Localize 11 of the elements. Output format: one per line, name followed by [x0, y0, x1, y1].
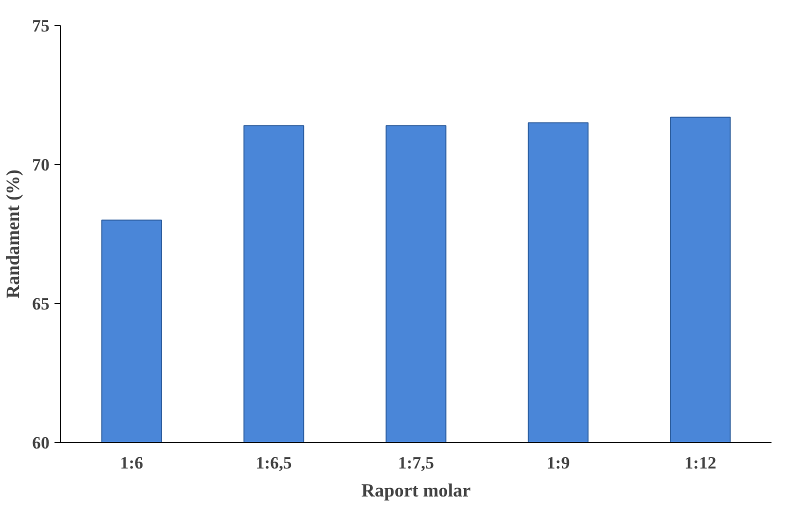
x-tick-label: 1:12	[684, 454, 716, 472]
x-tick-label: 1:6,5	[256, 454, 292, 472]
x-tick-label: 1:6	[120, 454, 144, 472]
y-axis-title: Randament (%)	[3, 169, 24, 299]
x-tick-label: 1:9	[546, 454, 570, 472]
y-tick-label: 60	[32, 434, 50, 452]
x-tick-label: 1:7,5	[398, 454, 434, 472]
y-tick-label: 65	[32, 294, 50, 314]
x-axis-title: Raport molar	[361, 480, 471, 502]
y-tick-label: 75	[32, 16, 50, 36]
y-tick-label: 70	[32, 156, 50, 174]
